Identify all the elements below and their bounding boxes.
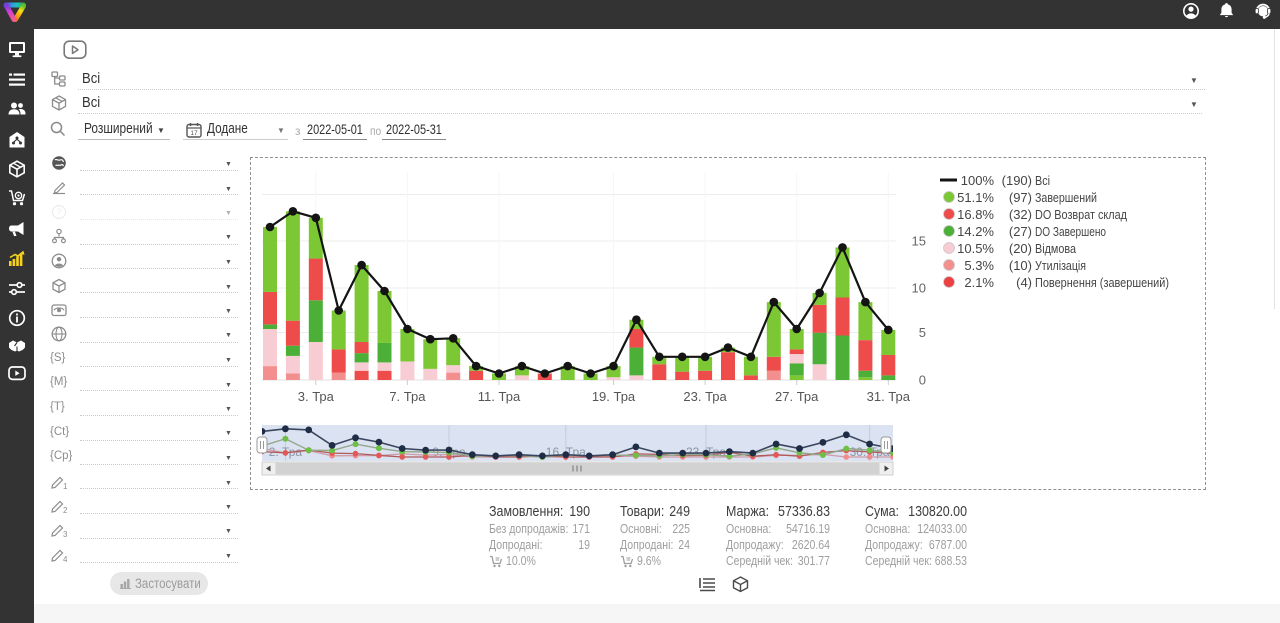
svg-text:Завершений: Завершений (1035, 190, 1097, 205)
svg-text:27. Тра: 27. Тра (775, 389, 819, 404)
svg-text:3. Тра: 3. Тра (298, 389, 335, 404)
svg-text:1: 1 (63, 482, 67, 490)
svg-text:(27): (27) (1009, 224, 1032, 239)
svg-text:5.3%: 5.3% (964, 258, 994, 273)
svg-text:3: 3 (63, 530, 67, 538)
svg-text:DO Завершено: DO Завершено (1035, 224, 1106, 239)
svg-text:(20): (20) (1009, 241, 1032, 256)
svg-text:Повернення (завершений): Повернення (завершений) (1035, 275, 1169, 290)
svg-text:(32): (32) (1009, 207, 1032, 222)
svg-text:5: 5 (919, 325, 926, 340)
svg-text:(10): (10) (1009, 258, 1032, 273)
svg-text:(190): (190) (1002, 173, 1032, 188)
svg-text:10: 10 (912, 281, 926, 296)
svg-text:15: 15 (912, 234, 926, 249)
svg-text:(97): (97) (1009, 190, 1032, 205)
svg-text:11. Тра: 11. Тра (478, 389, 521, 404)
svg-text:16.8%: 16.8% (957, 207, 994, 222)
svg-text:10.5%: 10.5% (957, 241, 994, 256)
svg-text:2: 2 (63, 506, 67, 514)
svg-text:2.1%: 2.1% (964, 275, 994, 290)
svg-text:14.2%: 14.2% (957, 224, 994, 239)
svg-text:DO Возврат склад: DO Возврат склад (1035, 207, 1127, 222)
svg-text:(4): (4) (1016, 275, 1032, 290)
svg-text:100%: 100% (961, 173, 995, 188)
svg-text:17: 17 (190, 130, 198, 137)
svg-text:Відмова: Відмова (1035, 241, 1077, 256)
svg-text:7. Тра: 7. Тра (389, 389, 426, 404)
svg-text:19. Тра: 19. Тра (592, 389, 636, 404)
svg-text:Утилізація: Утилізація (1035, 258, 1086, 273)
svg-text:51.1%: 51.1% (957, 190, 994, 205)
svg-text:Всі: Всі (1035, 173, 1050, 188)
svg-text:31. Тра: 31. Тра (867, 389, 911, 404)
svg-text:23. Тра: 23. Тра (683, 389, 727, 404)
svg-text:0: 0 (919, 373, 926, 388)
svg-text:4: 4 (63, 555, 67, 563)
svg-text:?: ? (56, 207, 61, 217)
